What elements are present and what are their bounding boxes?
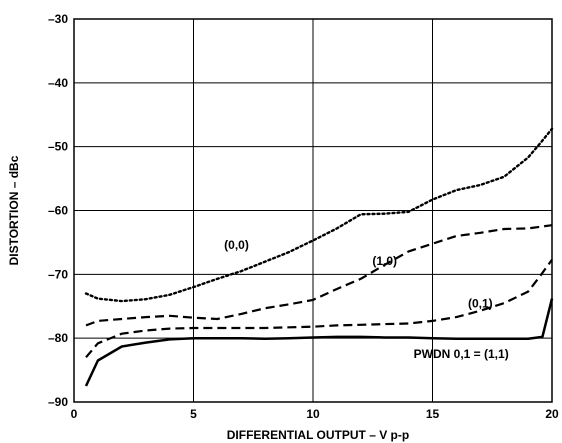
series-annotation-0: (0,0): [224, 238, 249, 252]
y-tick-label: –40: [48, 76, 68, 90]
x-tick-label: 10: [306, 407, 320, 421]
y-tick-label: –50: [48, 140, 68, 154]
series-annotation-2: (0,1): [468, 297, 493, 311]
x-tick-label: 0: [71, 407, 78, 421]
x-tick-label: 5: [190, 407, 197, 421]
series-annotation-1: (1,0): [372, 254, 397, 268]
y-tick-label: –60: [48, 204, 68, 218]
tick-labels: 0 5 10 15 20 –30 –40 –50 –60 –70 –80 –90: [48, 12, 559, 421]
series-annotation-3: PWDN 0,1 = (1,1): [414, 347, 509, 361]
y-tick-label: –80: [48, 331, 68, 345]
y-tick-label: –90: [48, 395, 68, 409]
x-tick-label: 20: [545, 407, 559, 421]
y-axis-title: DISTORTION – dBc: [7, 155, 21, 265]
x-tick-label: 15: [426, 407, 440, 421]
series-line-1: [85, 224, 553, 327]
series-lines: [84, 127, 554, 387]
x-axis-title: DIFFERENTIAL OUTPUT – V p-p: [227, 428, 409, 442]
annotations: (0,0) (1,0) (0,1) PWDN 0,1 = (1,1): [224, 238, 509, 361]
plot-frame: [73, 18, 553, 403]
series-line-0: [84, 127, 554, 303]
y-tick-label: –30: [48, 12, 68, 26]
series-line-3: [84, 298, 554, 387]
grid: [73, 18, 553, 403]
y-tick-label: –70: [48, 267, 68, 281]
